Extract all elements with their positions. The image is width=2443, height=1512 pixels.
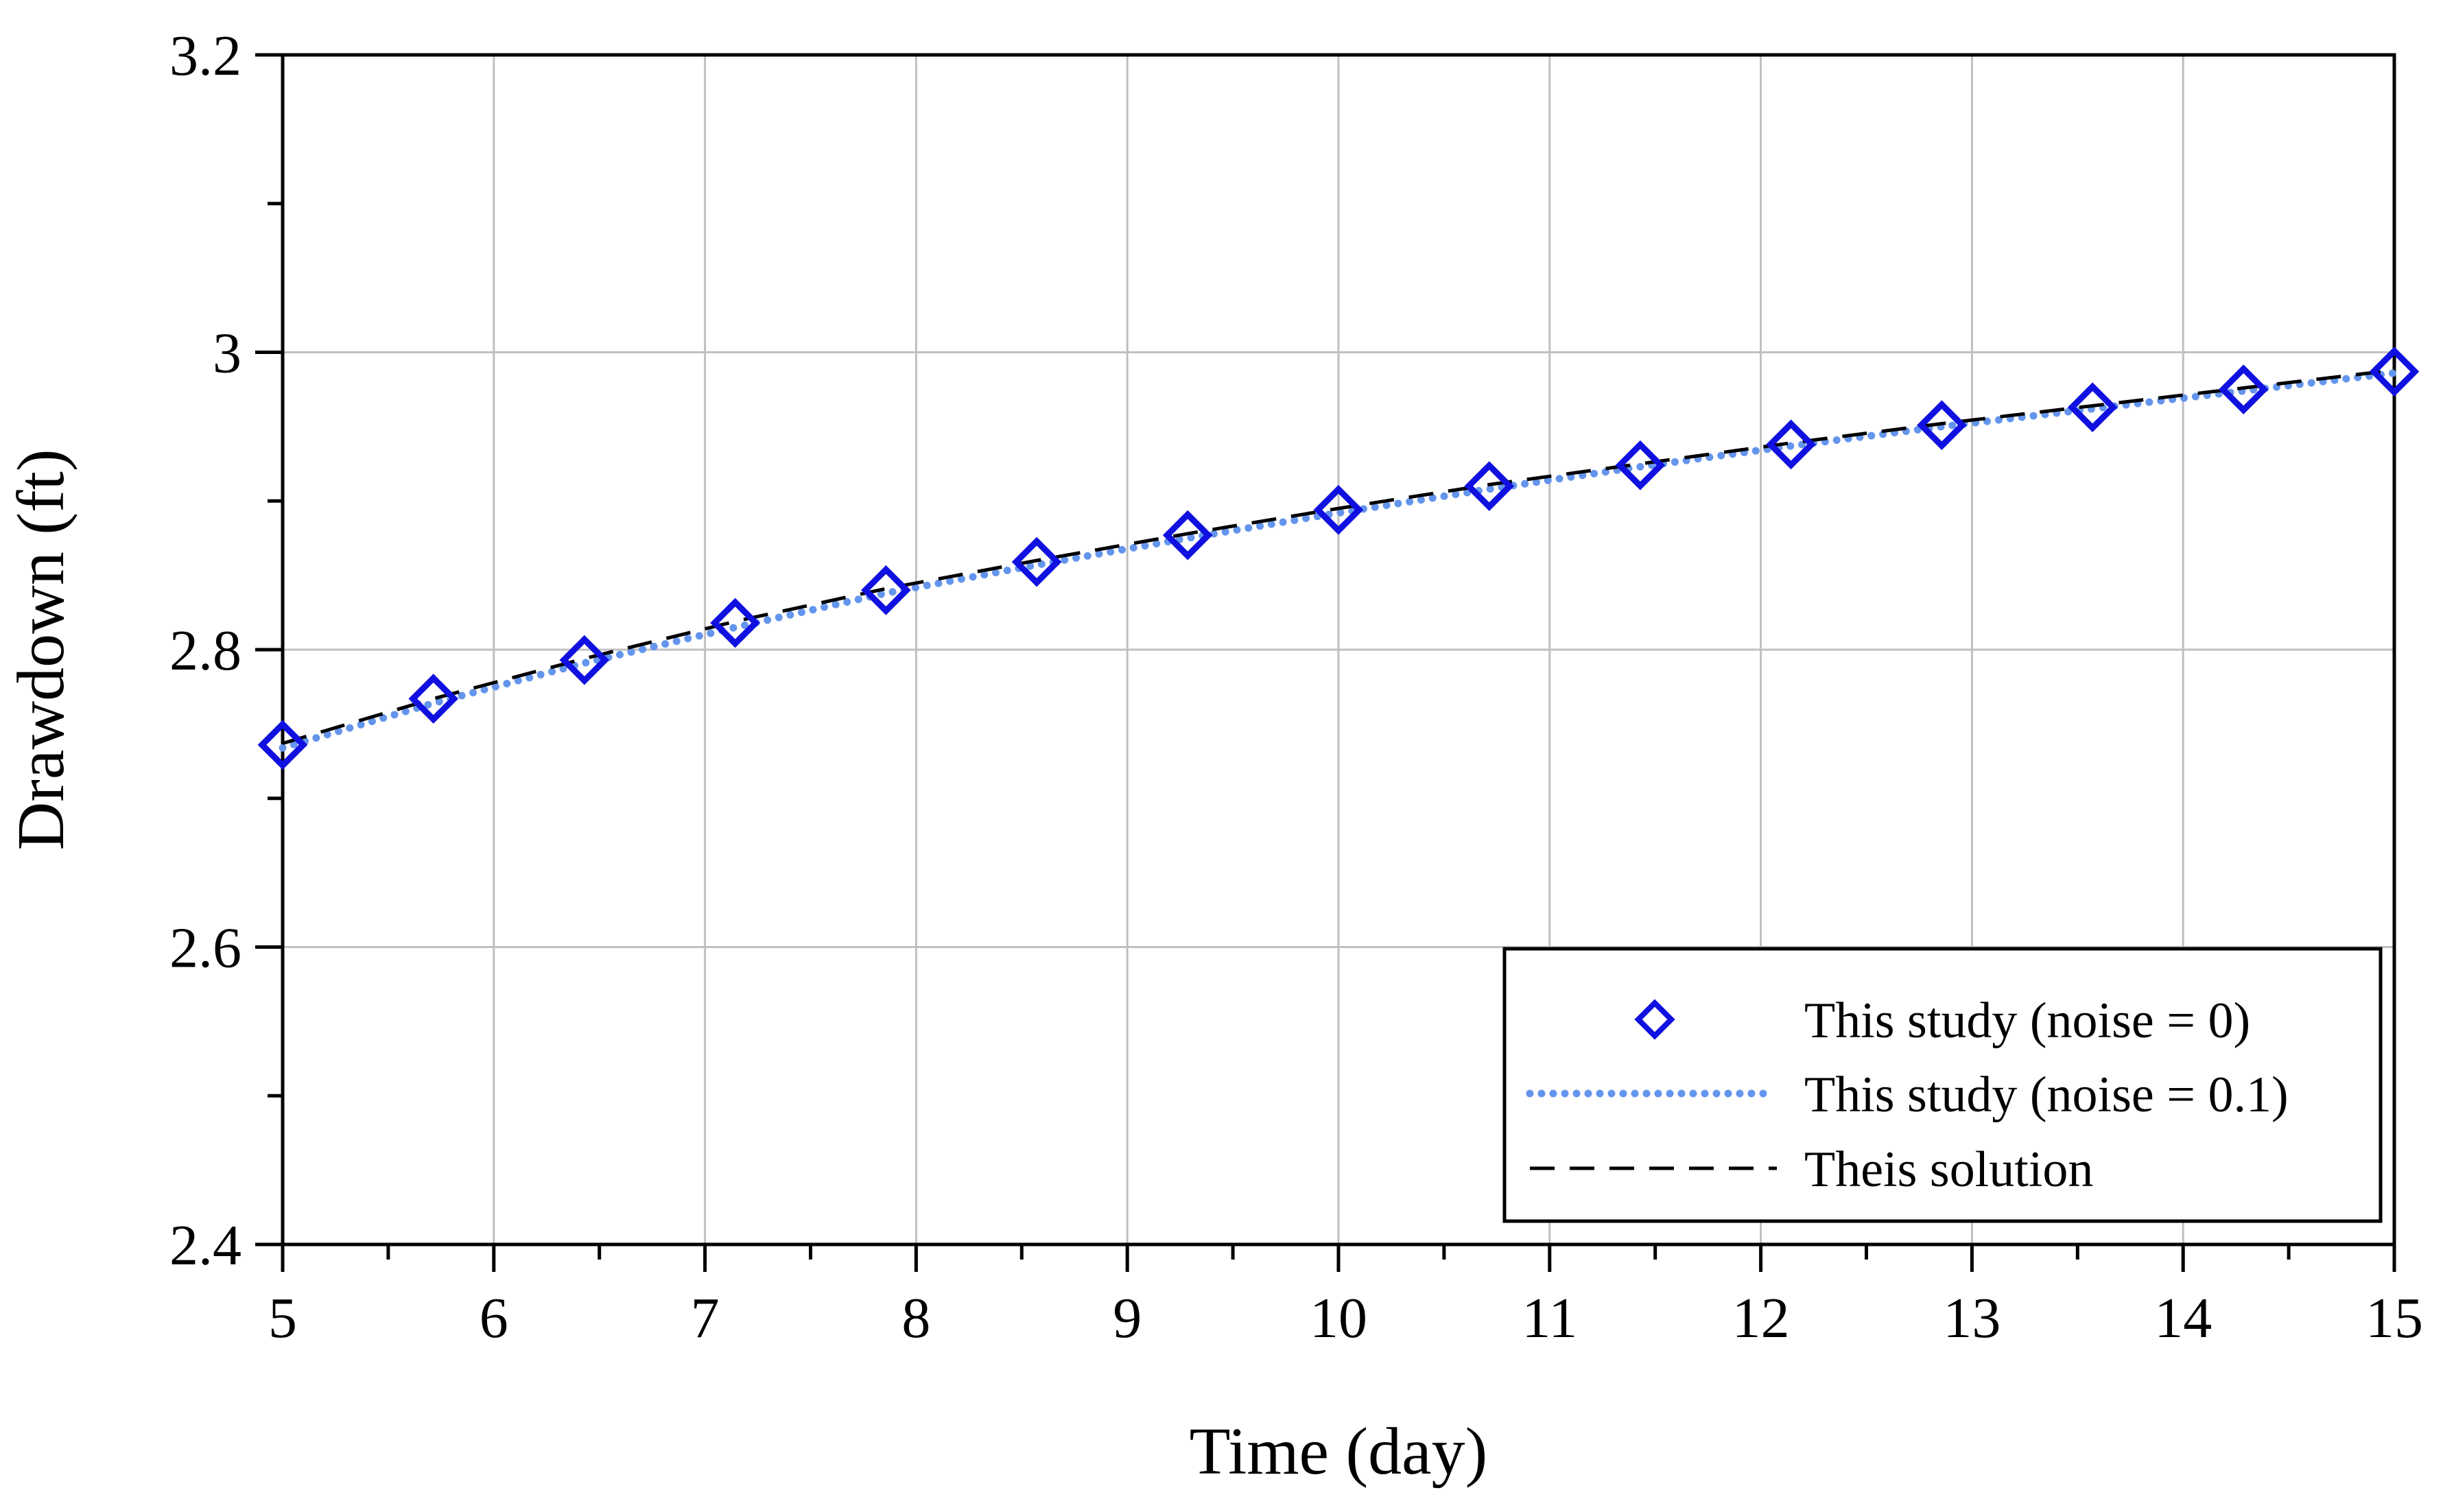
x-tick-label: 5 [268, 1286, 297, 1350]
x-axis-title: Time (day) [1190, 1415, 1488, 1489]
legend-box [1502, 947, 2383, 1223]
series-noise-0-marker [1464, 461, 1515, 511]
series-noise-0-marker [2369, 346, 2420, 397]
x-tick-label: 11 [1522, 1286, 1577, 1350]
series-noise-0-marker [1313, 484, 1364, 535]
x-tick-label: 14 [2154, 1286, 2212, 1350]
series-noise-0-marker [1162, 510, 1213, 560]
series-noise-0-marker [2067, 382, 2118, 433]
axis-ticks [255, 53, 2396, 1272]
series-noise-0-marker [1615, 440, 1666, 491]
y-axis-title: Drawdown (ft) [4, 449, 78, 850]
series-theis-line [282, 368, 2395, 745]
legend: This study (noise = 0) This study (noise … [1502, 947, 2383, 1223]
series-noise-0-1-line [279, 369, 2398, 752]
x-tick-label: 10 [1310, 1286, 1367, 1350]
series-noise-0-marker [408, 674, 459, 724]
y-tick-label: 2.4 [169, 1214, 241, 1277]
series-noise-0-marker [2218, 364, 2269, 415]
series-noise-0-marker [559, 635, 610, 685]
legend-label: This study (noise = 0) [1804, 993, 2250, 1049]
series-noise-0-marker [1011, 536, 1062, 587]
x-tick-label: 12 [1732, 1286, 1790, 1350]
x-tick-label: 15 [2365, 1286, 2423, 1350]
y-tick-label: 2.6 [169, 917, 241, 980]
series-noise-0-marker [257, 720, 308, 770]
legend-marker-noise-0 [1634, 999, 1675, 1040]
y-tick-label: 2.8 [169, 619, 241, 683]
x-tick-label: 8 [901, 1286, 930, 1350]
series-noise-0-marker [1766, 419, 1816, 470]
series-noise-0-marker [710, 598, 760, 648]
x-tick-label: 6 [480, 1286, 508, 1350]
y-tick-label: 3 [213, 322, 241, 386]
x-tick-label: 7 [691, 1286, 720, 1350]
legend-label: This study (noise = 0.1) [1804, 1067, 2289, 1123]
series-noise-0-marker [861, 565, 911, 615]
series-layer [257, 346, 2420, 770]
y-tick-label: 3.2 [169, 24, 241, 88]
x-tick-label: 9 [1113, 1286, 1142, 1350]
series-noise-0-marker [1917, 400, 1967, 451]
legend-label: Theis solution [1804, 1142, 2093, 1198]
x-tick-label: 13 [1943, 1286, 2001, 1350]
legend-entries: This study (noise = 0) This study (noise … [1526, 993, 2289, 1198]
tick-labels: 5 6 7 8 9 10 11 12 13 14 15 2.4 2.6 2.8 3 3.2 [169, 24, 2423, 1350]
